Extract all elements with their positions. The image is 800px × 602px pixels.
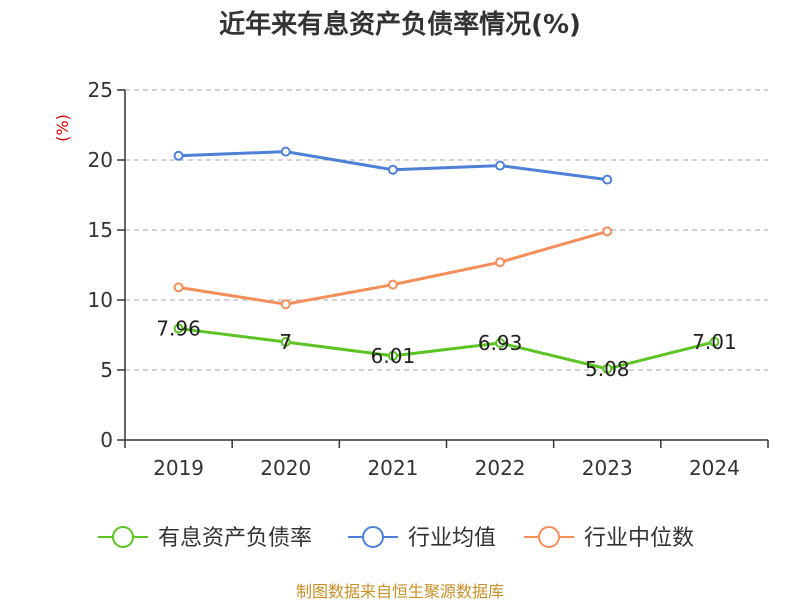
axes: 0 5 10 15 20 25 2019 2020 2021 2022 2023 2024 [88, 78, 769, 480]
data-point-1-2023 [602, 174, 613, 185]
data-label-2022: 6.93 [478, 331, 523, 355]
y-axis-title: (%) [53, 114, 72, 142]
x-tick-label-2019: 2019 [153, 456, 204, 480]
legend-label: 行业中位数 [584, 526, 694, 551]
y-tick-label-0: 0 [100, 428, 113, 452]
data-point-2-2021 [387, 279, 398, 290]
data-label-2020: 7 [279, 330, 292, 354]
legend-marker [538, 526, 560, 548]
data-labels: 7.96 7 6.01 6.93 5.08 7.01 [156, 317, 736, 381]
data-point-0-2022 [495, 337, 506, 348]
legend[interactable]: 有息资产负债率 行业均值 行业中位数 [98, 526, 694, 551]
series-line-0 [178, 327, 715, 371]
y-tick-label-5: 5 [100, 358, 113, 382]
data-point-1-2022 [495, 160, 506, 171]
grid-lines [125, 89, 768, 371]
data-point-2-2023 [602, 226, 613, 237]
data-point-1-2019 [173, 150, 184, 161]
data-point-2-2019 [173, 282, 184, 293]
data-label-2019: 7.96 [156, 317, 201, 341]
data-point-0-2020 [280, 337, 291, 347]
legend-item-0[interactable]: 有息资产负债率 [98, 526, 312, 551]
x-tick-label-2021: 2021 [367, 456, 418, 480]
x-tick-label-2024: 2024 [689, 456, 740, 480]
chart-title: 近年来有息资产负债率情况(%) [219, 10, 581, 40]
data-point-0-2019 [173, 323, 184, 334]
data-point-2-2020 [280, 299, 291, 310]
legend-marker [112, 526, 134, 548]
y-tick-label-20: 20 [88, 148, 113, 172]
data-point-1-2021 [387, 164, 398, 175]
x-tick-label-2022: 2022 [475, 456, 526, 480]
legend-marker [362, 526, 384, 548]
data-point-2-2022 [495, 257, 506, 268]
legend-label: 有息资产负债率 [158, 526, 312, 551]
y-tick-label-25: 25 [88, 78, 113, 102]
y-tick-label-10: 10 [88, 288, 113, 312]
data-label-2021: 6.01 [371, 344, 416, 368]
x-tick-label-2023: 2023 [582, 456, 633, 480]
legend-item-1[interactable]: 行业均值 [348, 526, 496, 551]
source-note: 制图数据来自恒生聚源数据库 [295, 582, 504, 601]
data-point-0-2023 [602, 363, 613, 374]
data-label-2023: 5.08 [585, 357, 630, 381]
series-line-2 [178, 229, 608, 306]
legend-label: 行业均值 [408, 526, 496, 551]
data-point-0-2024 [709, 336, 720, 347]
data-point-0-2021 [387, 350, 398, 361]
series [173, 146, 720, 374]
legend-item-2[interactable]: 行业中位数 [524, 526, 694, 551]
data-point-1-2020 [280, 146, 291, 157]
x-tick-label-2020: 2020 [260, 456, 311, 480]
data-label-2024: 7.01 [692, 330, 737, 354]
y-tick-label-15: 15 [88, 218, 113, 242]
